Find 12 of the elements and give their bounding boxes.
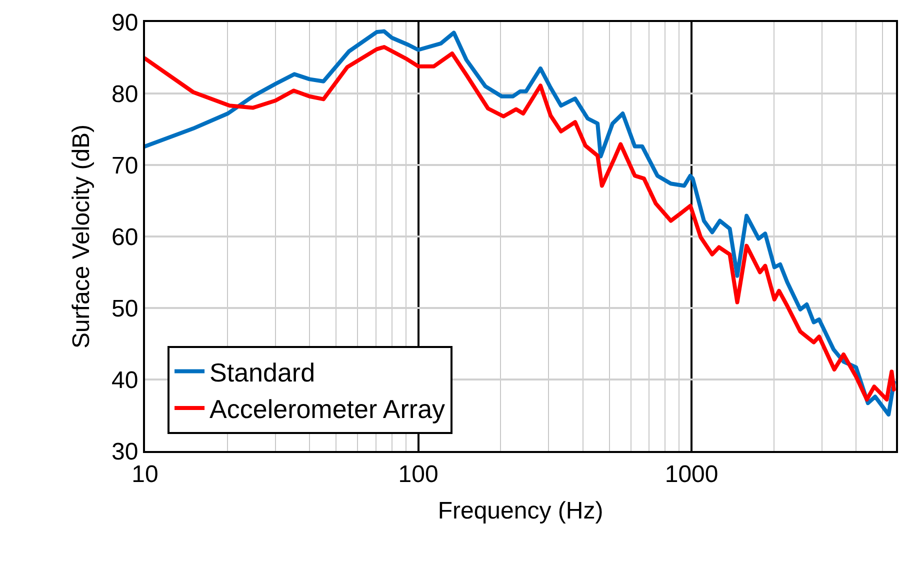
y-tick-label: 80 — [111, 80, 138, 108]
y-tick-label: 60 — [111, 224, 138, 251]
x-axis-title: Frequency (Hz) — [438, 498, 604, 525]
y-tick-label: 70 — [111, 152, 138, 180]
legend-label: Accelerometer Array — [210, 394, 446, 424]
y-tick-label: 50 — [111, 295, 138, 322]
y-tick-label: 40 — [111, 366, 138, 394]
y-axis-title: Surface Velocity (dB) — [68, 124, 96, 349]
x-tick-label: 100 — [398, 460, 438, 488]
x-tick-label: 1000 — [664, 460, 718, 488]
legend-label: Standard — [210, 357, 316, 388]
y-tick-label: 90 — [111, 9, 138, 36]
